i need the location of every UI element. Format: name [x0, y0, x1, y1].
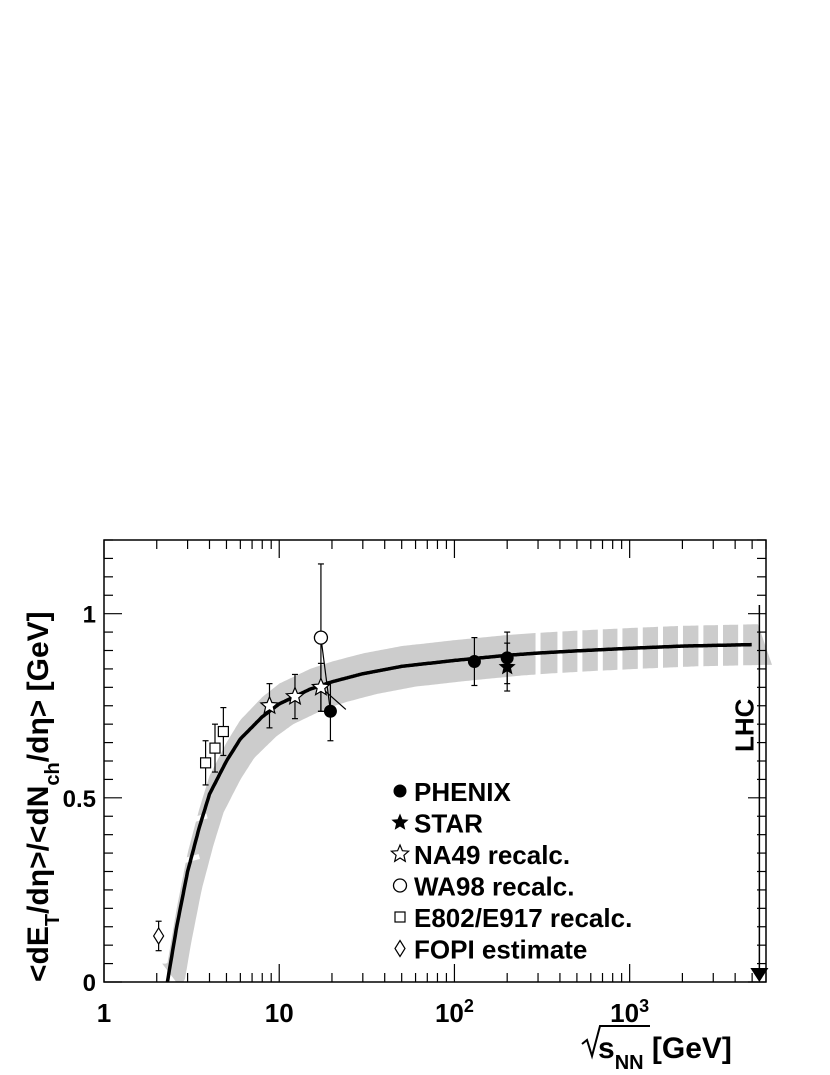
legend-label: NA49 recalc. — [414, 840, 570, 870]
marker-filled-circle — [467, 655, 481, 669]
connector-line — [320, 637, 332, 712]
band-area — [162, 624, 772, 982]
fit-line — [165, 642, 752, 983]
x-tick-label: 102 — [435, 996, 474, 1028]
legend-label: WA98 recalc. — [414, 872, 574, 902]
marker-open-star — [259, 695, 280, 715]
marker-open-square — [217, 725, 229, 738]
legend-item: WA98 recalc. — [392, 872, 574, 902]
marker-open-diamond — [394, 939, 406, 958]
x-axis-label: sNN [GeV] — [598, 1032, 732, 1074]
legend-item: PHENIX — [393, 777, 511, 807]
band-gap — [162, 854, 200, 869]
legend-item: E802/E917 recalc. — [394, 903, 632, 933]
marker-open-star — [310, 676, 331, 696]
marker-open-star — [389, 843, 411, 863]
legend-item: FOPI estimate — [394, 935, 587, 965]
marker-filled-star — [498, 658, 516, 675]
data-markers — [152, 630, 516, 946]
lhc-annotation: LHC — [729, 605, 769, 982]
marker-open-diamond — [152, 926, 165, 946]
y-tick-label: 0.5 — [63, 786, 96, 813]
y-tick-label: 1 — [83, 602, 96, 629]
marker-open-square — [394, 911, 406, 923]
legend-label: FOPI estimate — [414, 935, 587, 965]
legend-item: STAR — [391, 809, 483, 839]
legend-label: PHENIX — [414, 777, 511, 807]
sqrt-symbol — [581, 1025, 650, 1060]
marker-open-square — [209, 742, 221, 754]
marker-filled-circle — [323, 704, 337, 718]
x-tick-label: 10 — [265, 998, 294, 1028]
axes-frame: 1 10 102 103 0 0.5 1 — [63, 539, 767, 1028]
x-tick-label: 103 — [610, 996, 649, 1028]
lhc-label: LHC — [729, 698, 759, 752]
marker-filled-star — [391, 813, 409, 830]
x-tick-label: 1 — [97, 998, 111, 1028]
marker-filled-circle — [393, 784, 407, 798]
fit-curve — [165, 642, 752, 983]
legend-label: STAR — [414, 809, 483, 839]
marker-open-square — [199, 757, 212, 769]
y-axis-label: <dET/dη>/<dNch/dη> [GeV] — [22, 611, 64, 982]
marker-open-circle — [392, 878, 408, 893]
marker-open-star — [284, 685, 305, 706]
marker-open-circle — [313, 630, 329, 645]
lhc-arrow-head — [750, 968, 769, 982]
fit-uncertainty-band — [162, 613, 772, 982]
legend-item: NA49 recalc. — [389, 840, 570, 870]
legend-label: E802/E917 recalc. — [414, 903, 632, 933]
y-tick-label: 0 — [83, 970, 96, 997]
